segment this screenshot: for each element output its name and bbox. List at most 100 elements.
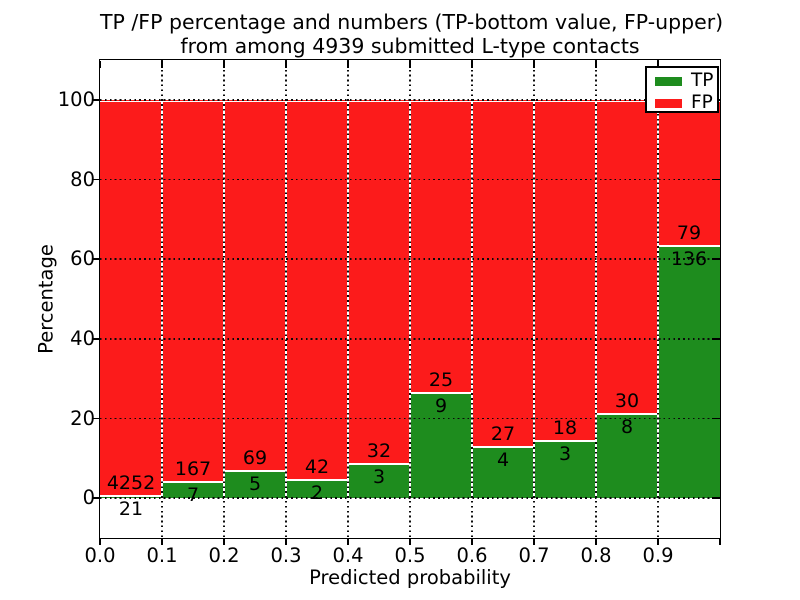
y-tick-mark-right xyxy=(712,178,720,181)
fp-count-label: 167 xyxy=(174,458,212,481)
fp-count-label: 27 xyxy=(490,422,516,445)
x-tick-mark xyxy=(285,538,287,545)
chart-title: TP /FP percentage and numbers (TP-bottom… xyxy=(100,10,724,58)
tp-count-label: 7 xyxy=(186,484,200,507)
fp-bar-segment xyxy=(100,99,162,497)
x-tick-mark-top xyxy=(471,61,473,68)
tp-bar-segment xyxy=(348,464,410,499)
fp-count-label: 79 xyxy=(676,222,702,245)
bar-boundary-edge xyxy=(658,245,720,248)
x-tick-mark xyxy=(409,538,411,545)
vertical-gridline xyxy=(285,60,287,538)
fp-bar-segment xyxy=(286,99,348,481)
vertical-gridline xyxy=(161,60,163,538)
y-tick-label: 60 xyxy=(70,247,95,271)
x-tick-mark xyxy=(99,538,101,545)
tp-bar-segment xyxy=(224,471,286,499)
tp-count-label: 3 xyxy=(372,466,386,489)
bar-boundary-edge xyxy=(348,463,410,466)
tp-count-label: 2 xyxy=(310,482,324,505)
y-tick-label: 20 xyxy=(70,406,95,430)
chart-title-line-2: from among 4939 submitted L-type contact… xyxy=(180,34,640,58)
bar-boundary-edge xyxy=(410,391,472,394)
bar-boundary-edge xyxy=(286,479,348,482)
x-tick-mark-top xyxy=(223,61,225,68)
tp-count-label: 136 xyxy=(670,248,708,271)
x-tick-label: 0.8 xyxy=(580,544,612,567)
fp-count-label: 42 xyxy=(304,456,330,479)
y-tick-mark xyxy=(92,417,100,420)
y-tick-mark-right xyxy=(712,258,720,260)
x-tick-mark xyxy=(161,538,163,545)
y-tick-mark-right xyxy=(712,497,720,499)
tp-bar-segment xyxy=(410,392,472,499)
x-tick-mark-top xyxy=(285,61,287,68)
horizontal-gridline xyxy=(100,338,720,340)
x-tick-label: 0.9 xyxy=(642,544,674,567)
chart-title-line-1: TP /FP percentage and numbers (TP-bottom… xyxy=(100,10,724,34)
tp-count-label: 9 xyxy=(434,394,448,417)
x-tick-mark xyxy=(657,538,659,545)
fp-bar-segment xyxy=(534,99,596,442)
fp-count-label: 4252 xyxy=(106,472,156,495)
x-tick-label: 0.2 xyxy=(208,544,240,567)
x-tick-label: 0.7 xyxy=(518,544,550,567)
fp-count-label: 25 xyxy=(428,368,454,391)
tp-count-label: 4 xyxy=(496,448,510,471)
tp-bar-segment xyxy=(658,246,720,499)
x-tick-label: 0.4 xyxy=(332,544,364,567)
x-tick-mark xyxy=(347,538,349,545)
y-tick-mark-right xyxy=(712,338,720,340)
x-tick-mark-top xyxy=(347,61,349,68)
y-tick-label: 80 xyxy=(70,167,95,191)
tp-bar-segment xyxy=(596,414,658,499)
y-tick-mark xyxy=(92,99,100,101)
x-tick-label: 0.1 xyxy=(146,544,178,567)
bar-boundary-edge xyxy=(472,445,534,448)
tp-bar-segment xyxy=(286,480,348,499)
horizontal-gridline xyxy=(100,417,720,420)
y-tick-label: 100 xyxy=(57,87,95,111)
tp-bar-segment xyxy=(534,441,596,499)
tp-bar-segment xyxy=(472,446,534,499)
x-tick-label: 0.0 xyxy=(84,544,116,567)
x-tick-mark-top xyxy=(409,61,411,68)
x-tick-mark xyxy=(595,538,597,545)
bar-boundary-edge xyxy=(100,495,162,498)
tp-bar-segment xyxy=(162,482,224,499)
fp-count-label: 69 xyxy=(242,447,268,470)
y-tick-mark-right xyxy=(712,417,720,420)
bar-boundary-edge xyxy=(224,470,286,473)
vertical-gridline xyxy=(409,60,411,538)
horizontal-gridline xyxy=(100,497,720,499)
y-tick-label: 40 xyxy=(70,326,95,350)
tp-count-label: 3 xyxy=(558,443,572,466)
fp-bar-segment xyxy=(596,99,658,415)
x-tick-mark xyxy=(471,538,473,545)
legend-swatch-tp xyxy=(655,77,682,86)
x-tick-mark xyxy=(719,538,721,545)
vertical-gridline xyxy=(533,60,535,538)
horizontal-gridline xyxy=(100,99,720,101)
fp-bar-segment xyxy=(224,99,286,472)
x-axis-label: Predicted probability xyxy=(309,566,511,589)
y-tick-mark xyxy=(92,338,100,340)
fp-bar-segment xyxy=(410,99,472,393)
x-tick-mark-top xyxy=(657,61,659,68)
plot-area: 4252 21 167 7 69 5 42 2 32 3 25 9 27 4 18 3 30 8 79 136 xyxy=(100,60,720,538)
x-tick-mark xyxy=(223,538,225,545)
x-tick-mark xyxy=(533,538,535,545)
tp-count-label: 21 xyxy=(118,498,144,521)
vertical-gridline xyxy=(657,60,659,538)
bar-boundary-edge xyxy=(162,481,224,484)
fp-count-label: 32 xyxy=(366,440,392,463)
tp-count-label: 8 xyxy=(620,416,634,439)
vertical-gridline xyxy=(223,60,225,538)
horizontal-gridline xyxy=(100,178,720,181)
x-tick-label: 0.5 xyxy=(394,544,426,567)
legend-label-fp: FP xyxy=(691,92,713,113)
y-tick-label: 0 xyxy=(82,486,95,510)
y-tick-mark xyxy=(92,178,100,181)
legend: TP FP xyxy=(645,66,719,113)
